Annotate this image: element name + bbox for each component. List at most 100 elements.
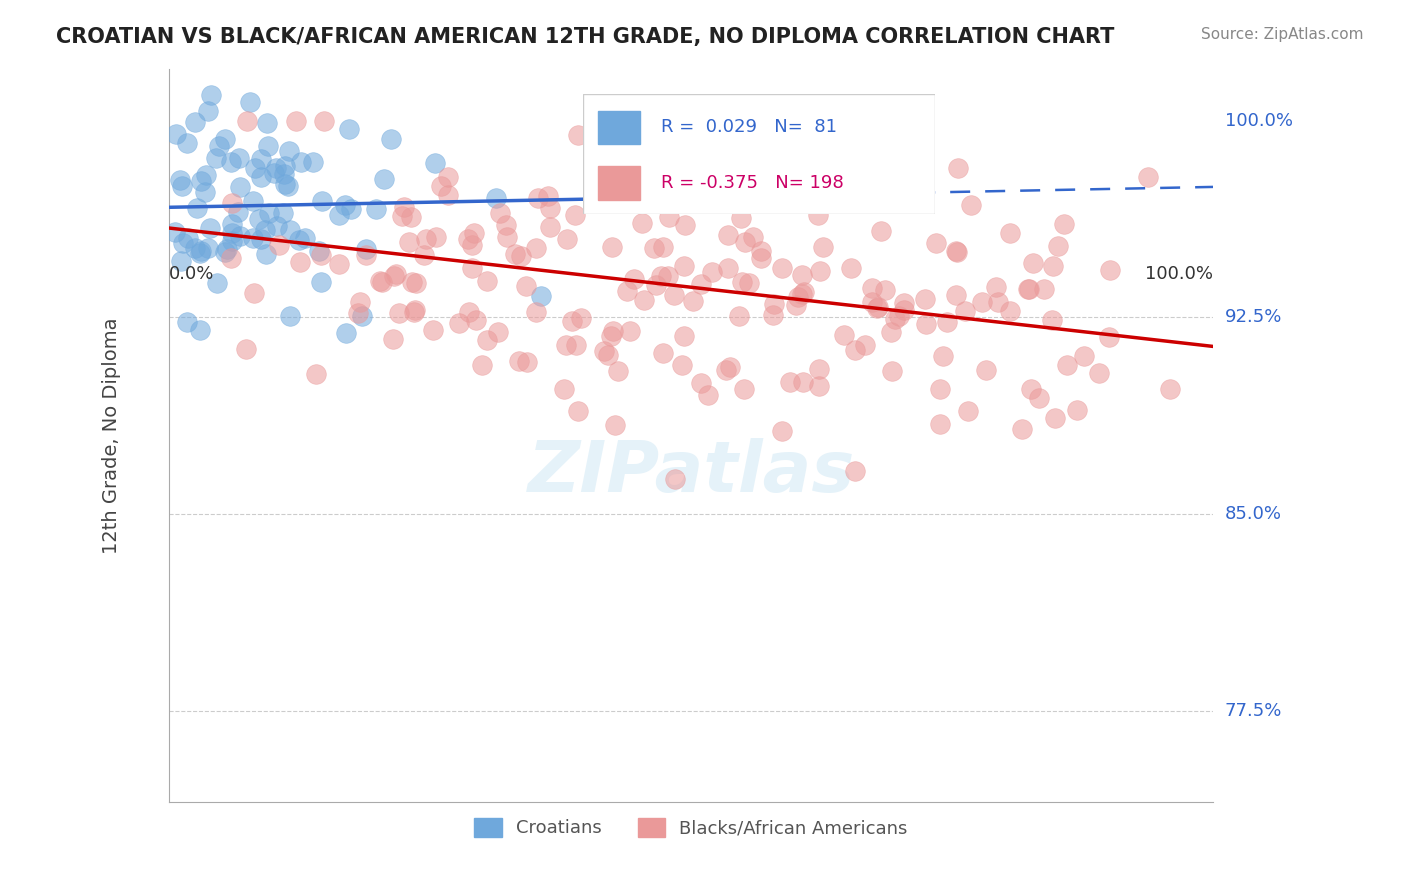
Point [984,279,1007,293]
Point [314,114,336,128]
Point [605,417,627,432]
Point [538,220,561,235]
Point [242,285,264,300]
Point [458,305,481,319]
Point [172,179,194,194]
Point [593,343,616,358]
Point [373,172,395,186]
Point [274,159,297,173]
Point [697,388,720,402]
Point [186,201,208,215]
Point [856,194,879,209]
Point [785,137,807,152]
Point [190,174,212,188]
Point [1052,217,1074,231]
Point [1098,263,1121,277]
Point [970,295,993,310]
Point [959,197,981,211]
Point [1042,259,1064,273]
Point [738,276,761,290]
Point [184,241,207,255]
Point [235,343,257,357]
Point [645,278,668,293]
Point [1159,382,1181,396]
Point [349,295,371,310]
Point [616,285,638,299]
Point [404,304,426,318]
Point [914,293,936,307]
Point [762,309,785,323]
Point [807,208,830,222]
Point [633,293,655,307]
Point [914,317,936,331]
Point [308,244,330,259]
Point [328,209,350,223]
Point [447,316,470,330]
Point [553,383,575,397]
Point [734,235,756,249]
Point [974,363,997,377]
Point [404,302,426,317]
Text: Source: ZipAtlas.com: Source: ZipAtlas.com [1201,27,1364,42]
Point [401,275,423,289]
Text: CROATIAN VS BLACK/AFRICAN AMERICAN 12TH GRADE, NO DIPLOMA CORRELATION CHART: CROATIAN VS BLACK/AFRICAN AMERICAN 12TH … [56,27,1115,46]
Point [868,300,890,314]
Point [309,275,332,289]
Point [401,211,423,225]
Point [508,353,530,368]
Point [354,248,377,262]
Point [730,275,752,289]
Point [176,315,198,329]
Point [935,315,957,329]
Point [689,277,711,291]
Point [678,174,700,188]
Point [422,323,444,337]
Point [278,309,301,323]
Point [190,244,212,258]
Point [391,209,413,223]
Point [177,230,200,244]
Point [929,382,952,396]
Point [524,305,547,319]
Point [190,246,212,260]
Point [643,241,665,255]
Point [489,206,512,220]
Point [929,417,952,431]
Point [245,161,267,176]
Point [461,238,484,252]
Point [205,151,228,165]
Point [284,114,307,128]
Point [392,200,415,214]
Point [1056,358,1078,372]
Point [785,298,807,312]
Point [555,232,578,246]
Point [496,230,519,244]
Point [651,346,673,360]
Point [889,309,911,323]
Point [651,240,673,254]
Point [198,221,221,235]
Point [893,295,915,310]
Point [564,208,586,222]
Point [673,219,696,233]
Point [672,259,695,273]
FancyBboxPatch shape [598,111,640,145]
Point [807,362,830,376]
Point [870,224,893,238]
Point [398,235,420,249]
Point [347,306,370,320]
Point [998,303,1021,318]
Point [335,326,357,340]
Point [1043,410,1066,425]
Point [242,231,264,245]
Point [700,265,723,279]
Point [844,343,866,358]
FancyBboxPatch shape [598,166,640,200]
Point [673,328,696,343]
Point [595,127,617,141]
Point [623,114,645,128]
Point [368,274,391,288]
Point [256,139,278,153]
Point [884,312,907,326]
Point [503,246,526,260]
